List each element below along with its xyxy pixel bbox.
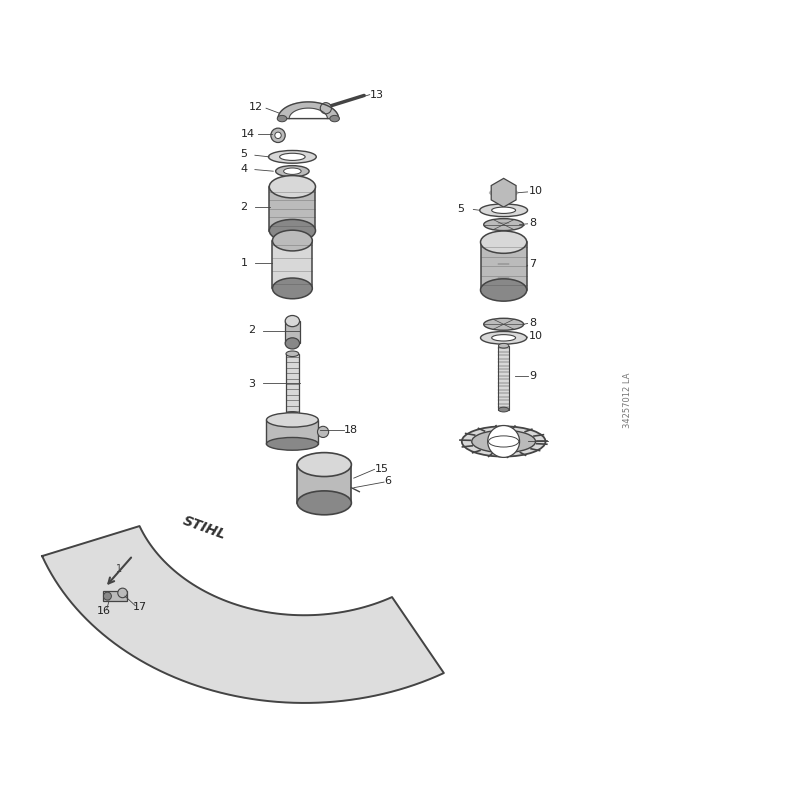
Ellipse shape bbox=[484, 218, 523, 230]
Circle shape bbox=[488, 426, 519, 458]
Ellipse shape bbox=[278, 115, 286, 122]
Text: 5: 5 bbox=[458, 204, 464, 214]
Bar bbox=[481, 242, 526, 290]
Circle shape bbox=[320, 102, 331, 114]
Text: 6: 6 bbox=[384, 476, 391, 486]
Polygon shape bbox=[490, 186, 504, 193]
Ellipse shape bbox=[269, 150, 316, 163]
Text: 15: 15 bbox=[374, 463, 389, 474]
Ellipse shape bbox=[266, 438, 318, 450]
Ellipse shape bbox=[462, 426, 546, 457]
Text: 7: 7 bbox=[529, 259, 536, 270]
Text: 1: 1 bbox=[241, 258, 247, 268]
Circle shape bbox=[275, 132, 282, 138]
Ellipse shape bbox=[284, 168, 301, 174]
Ellipse shape bbox=[492, 207, 515, 214]
Ellipse shape bbox=[285, 315, 299, 326]
Ellipse shape bbox=[492, 334, 515, 341]
Text: 3: 3 bbox=[249, 379, 255, 389]
Bar bbox=[297, 465, 351, 503]
Polygon shape bbox=[497, 193, 511, 199]
Text: 12: 12 bbox=[249, 102, 262, 112]
Polygon shape bbox=[504, 186, 518, 193]
Text: STIHL: STIHL bbox=[181, 514, 228, 542]
Ellipse shape bbox=[276, 166, 309, 177]
Polygon shape bbox=[497, 186, 511, 193]
Ellipse shape bbox=[297, 491, 351, 515]
Ellipse shape bbox=[472, 430, 535, 453]
Circle shape bbox=[271, 128, 285, 142]
Ellipse shape bbox=[286, 411, 298, 417]
Ellipse shape bbox=[498, 343, 509, 348]
Polygon shape bbox=[42, 526, 444, 703]
Ellipse shape bbox=[285, 338, 299, 349]
Text: 2: 2 bbox=[241, 202, 248, 212]
Text: 11: 11 bbox=[529, 435, 543, 445]
Bar bbox=[266, 420, 318, 444]
Text: 8: 8 bbox=[529, 218, 536, 228]
Bar bbox=[285, 321, 299, 343]
Ellipse shape bbox=[266, 413, 318, 427]
Ellipse shape bbox=[489, 436, 518, 447]
Text: 10: 10 bbox=[529, 186, 543, 196]
Circle shape bbox=[103, 592, 111, 600]
Ellipse shape bbox=[481, 331, 526, 344]
Text: 9: 9 bbox=[529, 371, 536, 381]
Ellipse shape bbox=[481, 231, 526, 254]
Bar bbox=[498, 346, 509, 410]
Circle shape bbox=[118, 588, 127, 598]
Circle shape bbox=[318, 426, 329, 438]
Text: 18: 18 bbox=[344, 426, 358, 435]
Bar bbox=[286, 354, 298, 414]
Bar bbox=[498, 225, 509, 290]
Text: 10: 10 bbox=[529, 331, 543, 342]
Ellipse shape bbox=[270, 219, 315, 242]
Ellipse shape bbox=[297, 453, 351, 477]
Bar bbox=[103, 591, 127, 601]
Ellipse shape bbox=[273, 278, 312, 298]
Text: 16: 16 bbox=[97, 606, 111, 616]
Ellipse shape bbox=[481, 279, 526, 301]
Bar bbox=[270, 186, 315, 230]
Ellipse shape bbox=[273, 230, 312, 251]
Ellipse shape bbox=[498, 407, 509, 412]
Ellipse shape bbox=[484, 318, 523, 330]
Text: 17: 17 bbox=[133, 602, 147, 612]
Ellipse shape bbox=[286, 351, 298, 357]
Polygon shape bbox=[504, 193, 518, 199]
Ellipse shape bbox=[280, 154, 305, 161]
Ellipse shape bbox=[270, 175, 315, 198]
Text: 4: 4 bbox=[241, 164, 248, 174]
Bar bbox=[273, 241, 312, 288]
Text: 1: 1 bbox=[116, 564, 122, 574]
Polygon shape bbox=[490, 193, 504, 199]
Text: 5: 5 bbox=[241, 150, 247, 159]
Text: 2: 2 bbox=[249, 325, 256, 335]
Ellipse shape bbox=[330, 115, 339, 122]
Text: 8: 8 bbox=[529, 318, 536, 328]
Text: 13: 13 bbox=[370, 90, 384, 100]
Text: 14: 14 bbox=[241, 129, 254, 138]
Text: 34257012 LA: 34257012 LA bbox=[622, 372, 632, 428]
Ellipse shape bbox=[480, 204, 527, 217]
Polygon shape bbox=[278, 102, 338, 118]
